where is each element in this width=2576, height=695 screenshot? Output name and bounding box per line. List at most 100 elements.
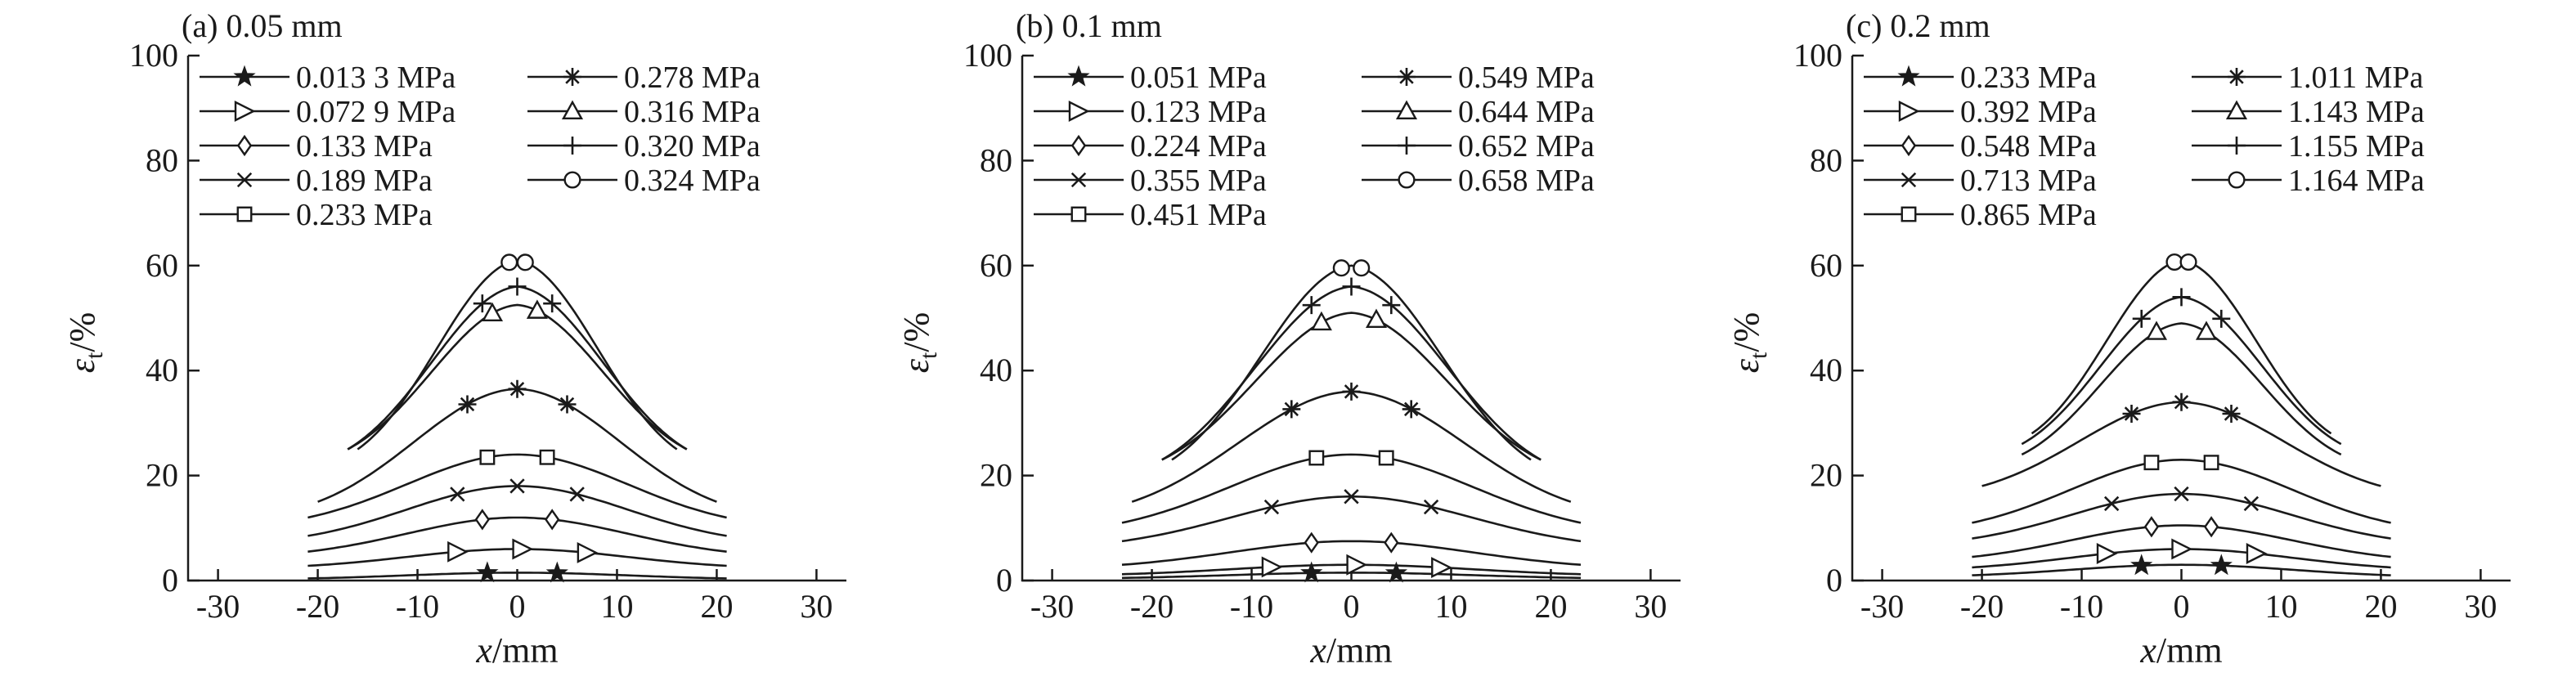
data-point [1382,296,1401,315]
legend-label: 0.392 MPa [1960,95,2097,129]
x-tick-label: -20 [1130,588,1174,625]
panel-title: (c) 0.2 mm [1846,7,1990,44]
series-8 [1161,277,1542,461]
series-line [1981,401,2381,487]
legend-label: 0.644 MPa [1458,95,1595,129]
legend-marker [2228,137,2246,155]
data-point [1353,259,1371,277]
series-line [347,303,688,451]
x-tick-label: 10 [1434,588,1467,625]
legend-marker [563,137,581,155]
data-point [1344,489,1359,504]
series-line [1972,524,2391,558]
series-line [1972,492,2391,540]
series-line [1131,390,1572,503]
data-point [1402,400,1420,419]
series-line [1121,453,1582,524]
series-line [1121,540,1582,566]
x-tick-label: 10 [600,588,633,625]
y-axis-label: εt/% [896,312,942,374]
data-point [1384,561,1408,583]
legend-item-9: 1.164 MPa [2192,164,2425,198]
legend-marker [1897,65,1920,87]
legend-label: 0.072 9 MPa [296,95,456,129]
legend-item-2: 0.072 9 MPa [200,95,456,129]
series-5 [307,449,727,519]
data-point [2243,495,2260,512]
data-point [2210,554,2233,576]
data-point [1332,259,1350,277]
data-point [479,449,496,465]
data-point [509,478,525,494]
series-2 [307,538,727,567]
data-point [558,395,577,414]
y-tick-label: 40 [1810,352,1842,388]
legend-item-6: 1.011 MPa [2192,61,2424,95]
legend-item-2: 0.123 MPa [1034,95,1267,129]
legend-marker [1398,171,1416,189]
data-point [2203,455,2219,471]
x-tick-label: 0 [509,588,526,625]
data-point [545,561,568,583]
legend-item-1: 0.233 MPa [1864,61,2097,95]
legend-label: 0.324 MPa [624,164,761,198]
series-3 [307,509,727,553]
y-tick-label: 0 [996,562,1012,599]
legend-label: 0.865 MPa [1960,198,2097,232]
series-4 [307,478,727,537]
data-point [1304,531,1319,554]
legend-item-5: 0.865 MPa [1864,198,2097,232]
x-tick-label: 20 [2364,588,2397,625]
y-tick-label: 0 [1826,562,1842,599]
legend-marker [1070,206,1087,222]
legend-item-5: 0.233 MPa [200,198,433,232]
legend-marker [1901,172,1917,188]
legend-label: 0.652 MPa [1458,129,1595,164]
data-point [2132,309,2151,328]
legend-label: 0.316 MPa [624,95,761,129]
legend-item-3: 0.548 MPa [1864,129,2097,164]
series-8 [347,277,688,451]
legend-item-3: 0.133 MPa [200,129,433,164]
data-point [539,449,555,465]
panel-2: (b) 0.1 mm 0 20 40 60 80 100 -30 -20 -10 0 10 20 30 x/… [896,7,1681,670]
legend-label: 0.233 MPa [1960,61,2097,95]
legend-label: 0.123 MPa [1130,95,1267,129]
legend-item-4: 0.355 MPa [1034,164,1267,198]
y-tick-label: 60 [980,247,1012,284]
series-7 [1161,308,1542,461]
data-point [1263,499,1280,515]
data-point [2246,543,2268,564]
legend-marker [2225,100,2248,119]
series-3 [1121,531,1582,566]
legend-marker [563,171,581,189]
legend-label: 0.224 MPa [1130,129,1267,164]
x-tick-label: -20 [1960,588,2004,625]
data-point [569,486,585,502]
data-point [543,294,562,313]
series-4 [1972,486,2391,540]
data-point [2179,253,2197,271]
legend-marker [2228,68,2246,86]
y-tick-label: 20 [980,457,1012,494]
legend-marker [236,206,253,222]
x-axis-label: x/mm [1309,630,1392,670]
data-point [2203,516,2219,538]
x-axis-label: x/mm [475,630,558,670]
x-tick-label: -30 [1030,588,1074,625]
y-tick-label: 100 [1793,37,1842,74]
panel-3: (c) 0.2 mm 0 20 40 60 80 100 -30 -20 -10 0 10 20 30 x/… [1726,7,2511,670]
x-axis-label: x/mm [2139,630,2222,670]
data-point [447,540,469,563]
y-axis-label: εt/% [1726,312,1772,374]
legend-marker [2228,171,2246,189]
series-line [1972,563,2391,576]
data-point [2195,321,2218,340]
x-tick-label: 20 [1534,588,1567,625]
x-tick-label: 30 [1634,588,1667,625]
legend-label: 0.320 MPa [624,129,761,164]
data-point [1342,382,1361,401]
data-point [545,509,560,531]
